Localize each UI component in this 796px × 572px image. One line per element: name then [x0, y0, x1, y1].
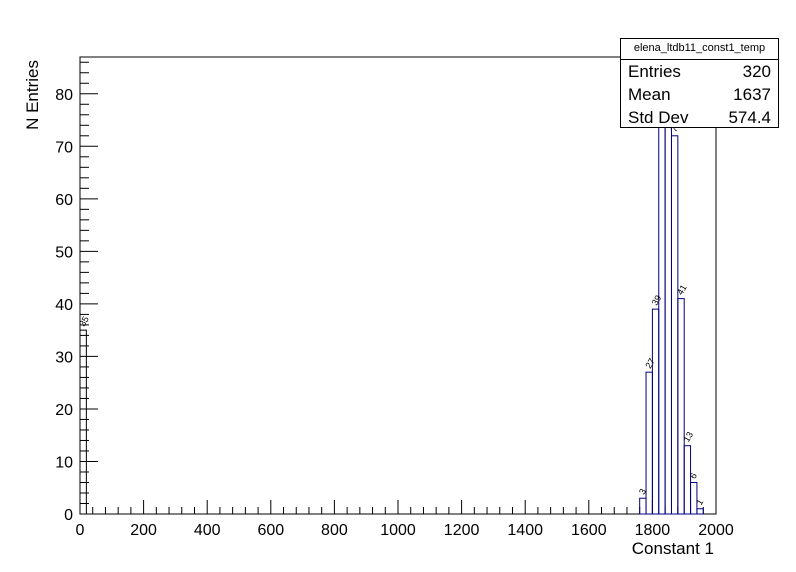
stats-entries-row: Entries 320: [621, 60, 778, 83]
y-tick-label: 30: [55, 349, 73, 366]
x-tick-label: 200: [130, 522, 157, 539]
stats-title: elena_ltdb11_const1_temp: [621, 39, 778, 60]
histogram-bar: [696, 508, 704, 515]
entries-label: Entries: [628, 62, 681, 81]
y-tick-label: 80: [55, 87, 73, 104]
stats-mean-row: Mean 1637: [621, 83, 778, 106]
x-tick-label: 1200: [444, 522, 480, 539]
y-tick-label: 70: [55, 139, 73, 156]
bin-value-label: 3: [637, 487, 648, 496]
histogram-bar: [677, 298, 685, 515]
bin-value-label: 35: [77, 314, 91, 328]
x-tick-label: 0: [76, 522, 85, 539]
x-tick-label: 1000: [380, 522, 416, 539]
x-tick-label: 600: [257, 522, 284, 539]
bin-value-label: 27: [643, 356, 657, 370]
stddev-value: 574.4: [728, 108, 771, 127]
y-tick-label: 40: [55, 297, 73, 314]
x-tick-label: 2000: [698, 522, 734, 539]
stddev-label: Std Dev: [628, 108, 689, 127]
bin-value-label: 41: [675, 283, 689, 297]
y-tick-label: 50: [55, 244, 73, 261]
y-axis-label: N Entries: [23, 60, 42, 130]
axis-ticks: 0 200 400 600 800 1000 1200 1400 1600 1800 2000 0 10…: [55, 61, 734, 539]
y-tick-label: 0: [64, 507, 73, 524]
histogram-bar: [683, 445, 692, 515]
x-axis-label: Constant 1: [632, 539, 714, 558]
entries-value: 320: [742, 62, 771, 81]
bin-value-label: 39: [650, 293, 664, 307]
y-tick-label: 10: [55, 454, 73, 471]
y-tick-label: 20: [55, 402, 73, 419]
stats-stddev-row: Std Dev 574.4: [621, 106, 778, 129]
x-tick-label: 400: [194, 522, 221, 539]
histogram-bar: [690, 481, 698, 515]
y-tick-label: 60: [55, 192, 73, 209]
x-tick-label: 1400: [507, 522, 543, 539]
bin-value-label: 1: [694, 497, 705, 506]
bin-value-label: 6: [688, 471, 699, 480]
x-tick-label: 1800: [635, 522, 671, 539]
mean-label: Mean: [628, 85, 671, 104]
mean-value: 1637: [733, 85, 771, 104]
x-tick-label: 800: [321, 522, 348, 539]
plot-frame: [79, 56, 717, 515]
x-tick-label: 1600: [571, 522, 607, 539]
histogram-bar: [79, 329, 87, 515]
stats-box: elena_ltdb11_const1_temp Entries 320 Mea…: [620, 38, 779, 128]
bin-value-label: 13: [681, 430, 695, 444]
